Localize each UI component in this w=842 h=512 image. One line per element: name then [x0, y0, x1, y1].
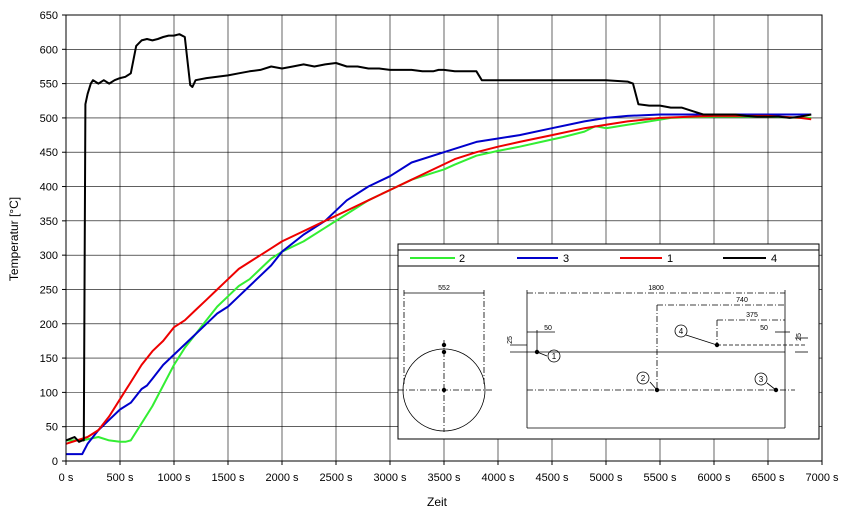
dim-label-25-left: 25 [507, 336, 514, 344]
y-tick-label: 200 [40, 319, 58, 331]
marker-label-3: 3 [759, 375, 764, 384]
x-tick-label: 4000 s [481, 472, 515, 484]
marker-circle-1 [547, 349, 561, 363]
section-point-top [441, 342, 447, 348]
plot-frame [65, 14, 823, 462]
y-tick-label: 300 [40, 250, 58, 262]
leader-2 [649, 381, 658, 391]
y-tick-label: 50 [46, 422, 58, 434]
y-tick-label: 100 [40, 387, 58, 399]
y-tick-label: 650 [40, 10, 58, 22]
x-tick-label: 1000 s [157, 472, 191, 484]
x-axis-ticks: 0 s 500 s 1000 s 1500 s 2000 s 2500 s 3000 s 35… [59, 461, 839, 484]
inset-panel: 2 3 1 4 552 [397, 243, 820, 440]
dim-label-375: 375 [746, 312, 758, 319]
series-line-3 [66, 113, 812, 456]
x-tick-label: 0 s [59, 472, 74, 484]
x-tick-label: 4500 s [535, 472, 569, 484]
legend: 2 3 1 4 [397, 249, 820, 267]
series-line-4 [65, 33, 812, 443]
dim-label-50-left: 50 [544, 325, 552, 332]
marker-label-2: 2 [641, 374, 646, 383]
dim-label-25-right: 25 [796, 333, 803, 341]
series-line-1 [65, 114, 812, 445]
marker-circle-3 [754, 372, 768, 386]
x-tick-label: 2000 s [265, 472, 299, 484]
x-tick-label: 5500 s [643, 472, 677, 484]
x-tick-label: 3500 s [427, 472, 461, 484]
x-tick-label: 5000 s [589, 472, 623, 484]
legend-label-2: 2 [459, 253, 465, 265]
y-axis-ticks: 0 50 100 150 200 250 300 350 400 450 500 550 600 650 [40, 10, 66, 468]
inset-frame [397, 243, 820, 440]
x-tick-label: 3000 s [373, 472, 407, 484]
y-tick-label: 400 [40, 182, 58, 194]
dim-label-740: 740 [736, 297, 748, 304]
legend-entry-3: 3 [517, 253, 569, 265]
x-tick-label: 6000 s [697, 472, 731, 484]
x-tick-label: 2500 s [319, 472, 353, 484]
marker-circle-2 [636, 371, 650, 385]
section-point-center [441, 387, 447, 393]
legend-entry-2: 2 [410, 253, 465, 265]
x-tick-label: 500 s [107, 472, 134, 484]
y-tick-label: 500 [40, 113, 58, 125]
leader-3 [766, 382, 777, 391]
legend-label-4: 4 [771, 253, 777, 265]
y-axis-label: Temperatur [°C] [7, 197, 21, 281]
legend-entry-4: 4 [723, 253, 777, 265]
x-tick-label: 6500 s [751, 472, 785, 484]
y-tick-label: 0 [52, 456, 58, 468]
marker-label-1: 1 [552, 352, 557, 361]
x-axis-label: Zeit [427, 495, 448, 509]
y-tick-label: 150 [40, 353, 58, 365]
legend-label-3: 3 [563, 253, 569, 265]
longitudinal-schematic [510, 290, 808, 429]
cross-section-schematic [398, 290, 492, 432]
legend-entry-1: 1 [620, 253, 673, 265]
y-tick-label: 550 [40, 79, 58, 91]
marker-circle-4 [674, 324, 688, 338]
legend-box [397, 249, 820, 267]
section-point-upper [441, 349, 447, 355]
y-tick-label: 600 [40, 44, 58, 56]
y-tick-label: 450 [40, 147, 58, 159]
series-group [65, 33, 812, 456]
marker-label-4: 4 [679, 327, 684, 336]
dim-label-50-right: 50 [760, 325, 768, 332]
y-tick-label: 250 [40, 284, 58, 296]
x-tick-label: 7000 s [805, 472, 839, 484]
legend-label-1: 1 [667, 253, 673, 265]
leader-4 [685, 334, 718, 346]
series-line-2 [66, 115, 812, 443]
x-tick-label: 1500 s [211, 472, 245, 484]
y-tick-label: 350 [40, 216, 58, 228]
dim-label-552: 552 [438, 285, 450, 292]
dim-label-1800: 1800 [648, 285, 664, 292]
leader-1 [536, 351, 548, 357]
